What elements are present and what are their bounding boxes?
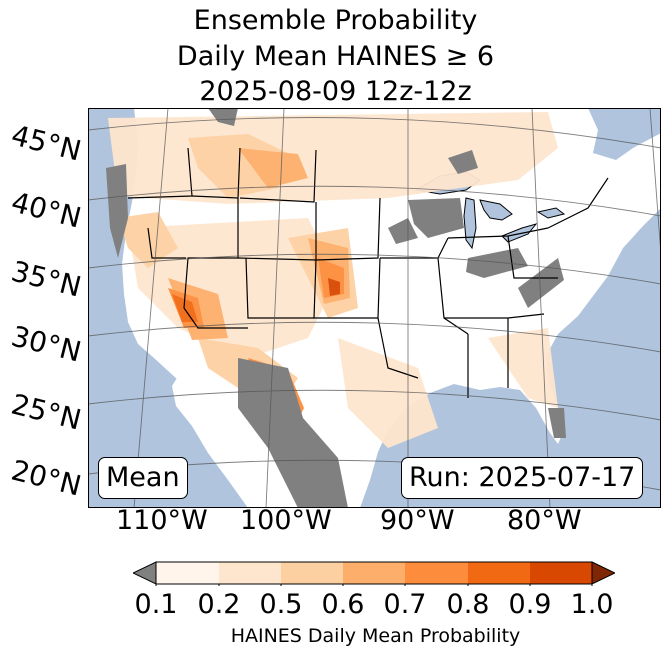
colorbar-label: HAINES Daily Mean Probability [230, 625, 521, 647]
lon-label-80w: 80°W [507, 505, 582, 536]
colorbar-tick-0-1: 0.1 [134, 589, 178, 620]
colorbar-tick-0-6: 0.6 [321, 589, 365, 620]
colorbar-tick-0-7: 0.7 [383, 589, 427, 620]
lat-label-20n: 20°N [8, 453, 85, 503]
lon-label-90w: 90°W [380, 505, 455, 536]
probability-map [88, 108, 661, 508]
colorbar-tick-1-0: 1.0 [570, 589, 614, 620]
map-title-line-2: Daily Mean HAINES ≥ 6 [176, 41, 495, 72]
colorbar-frame [155, 561, 593, 585]
no-data-regions [106, 108, 566, 508]
lat-label-35n: 35°N [8, 254, 85, 304]
map-frame [88, 108, 661, 508]
colorbar-tick-0-2: 0.2 [197, 589, 241, 620]
colorbar [133, 561, 615, 586]
map-title-line-3: 2025-08-09 12z-12z [199, 76, 472, 107]
colorbar-over-arrow [591, 561, 615, 585]
run-date-label: Run: 2025-07-17 [401, 457, 644, 499]
colorbar-tick-0-8: 0.8 [446, 589, 490, 620]
map-title-line-1: Ensemble Probability [193, 5, 478, 36]
lat-label-25n: 25°N [8, 387, 85, 437]
land-area [88, 108, 661, 508]
colorbar-bin-6 [468, 562, 530, 584]
colorbar-ticks [155, 584, 593, 586]
colorbar-tick-0-9: 0.9 [508, 589, 552, 620]
colorbar-under-arrow [133, 561, 157, 585]
colorbar-bin-2 [219, 562, 281, 584]
lat-label-45n: 45°N [8, 118, 85, 168]
lat-label-40n: 40°N [8, 185, 85, 235]
colorbar-bin-1 [156, 562, 219, 584]
lat-label-30n: 30°N [8, 319, 85, 369]
colorbar-bin-3 [281, 562, 343, 584]
lon-label-100w: 100°W [240, 505, 332, 536]
lon-label-110w: 110°W [116, 505, 208, 536]
colorbar-bin-5 [405, 562, 468, 584]
colorbar-tick-0-5: 0.5 [259, 589, 303, 620]
colorbar-bin-7 [530, 562, 592, 584]
colorbar-bin-4 [343, 562, 405, 584]
statistic-label: Mean [98, 457, 188, 499]
state-boundaries [127, 147, 609, 398]
probability-shading [108, 112, 558, 448]
